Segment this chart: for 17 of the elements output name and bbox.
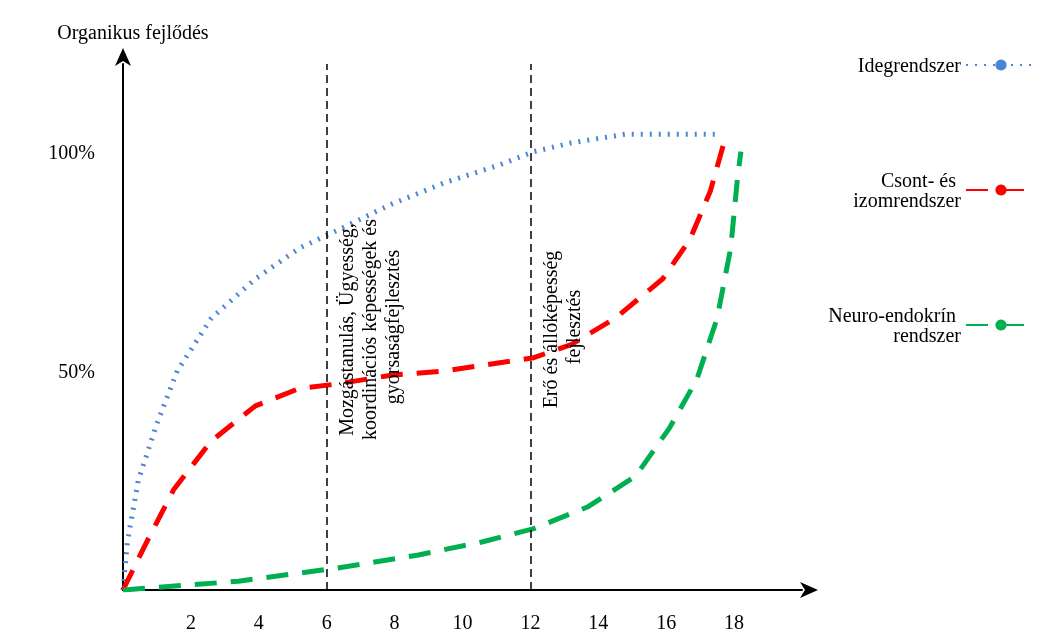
x-tick-label: 12 bbox=[520, 611, 541, 633]
legend-label: Idegrendszer bbox=[857, 54, 962, 77]
legend-label: Neuro-endokrín rendszer bbox=[828, 304, 962, 346]
x-tick-label: 18 bbox=[724, 611, 745, 633]
x-tick-label: 14 bbox=[588, 611, 609, 633]
x-tick-label: 16 bbox=[656, 611, 677, 633]
x-tick-label: 6 bbox=[321, 611, 332, 633]
ref-line-label: Erő és állóképesség fejlesztés bbox=[538, 245, 585, 409]
legend-label: Csont- és izomrendszer bbox=[853, 169, 962, 211]
y-tick-label: 50% bbox=[58, 359, 95, 382]
x-tick-label: 4 bbox=[253, 611, 264, 633]
x-tick-label: 2 bbox=[185, 611, 196, 633]
x-tick-label: 8 bbox=[389, 611, 400, 633]
x-tick-label: 10 bbox=[452, 611, 473, 633]
y-tick-label: 100% bbox=[48, 140, 95, 163]
ref-line-label: Mozgástanulás, Ügyesség, koordinációs képességek és gyorsaságfejlesztés bbox=[335, 213, 405, 441]
y-axis-title: Organikus fejlődés bbox=[57, 21, 209, 44]
